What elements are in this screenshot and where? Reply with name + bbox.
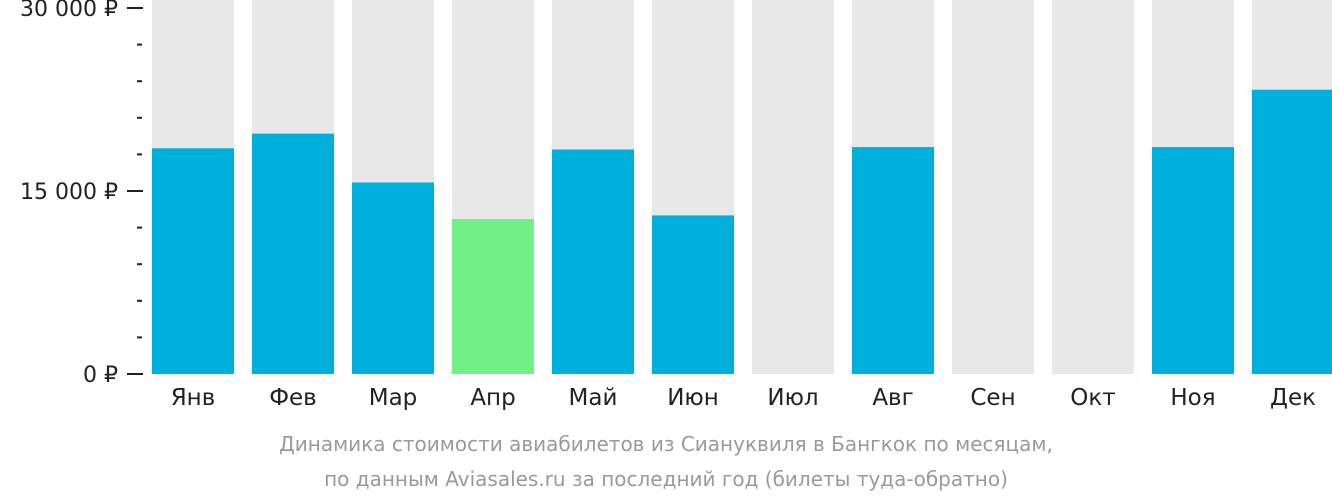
x-tick-label-1: Янв bbox=[171, 385, 216, 411]
x-tick-label-6: Июн bbox=[667, 385, 719, 411]
x-tick-label-5: Май bbox=[569, 385, 618, 411]
y-tick-label-1: 0 ₽ bbox=[83, 363, 118, 388]
bar-1 bbox=[152, 148, 234, 374]
chart-caption-line-2: по данным Aviasales.ru за последний год … bbox=[324, 467, 1008, 491]
bar-12 bbox=[1252, 89, 1332, 375]
bar-3 bbox=[352, 182, 434, 374]
bar-8 bbox=[852, 147, 934, 374]
bar-11 bbox=[1152, 147, 1234, 374]
x-tick-label-9: Сен bbox=[970, 385, 1015, 411]
x-tick-label-3: Мар bbox=[369, 385, 418, 411]
chart-caption-line-1: Динамика стоимости авиабилетов из Сианук… bbox=[279, 432, 1053, 456]
y-tick-label-2: 15 000 ₽ bbox=[20, 180, 118, 205]
x-tick-label-12: Дек bbox=[1270, 385, 1316, 411]
price-chart: Янв Фев Мар Апр Май Июн Июл Авг Сен Окт Ноя Дек 0 ₽ 1… bbox=[20, 0, 1332, 411]
bar-background-7 bbox=[752, 0, 834, 374]
bar-4 bbox=[452, 219, 534, 374]
x-tick-label-2: Фев bbox=[269, 385, 317, 411]
bar-6 bbox=[652, 215, 734, 374]
x-tick-label-10: Окт bbox=[1070, 385, 1115, 411]
bar-5 bbox=[552, 149, 634, 374]
x-tick-label-11: Ноя bbox=[1170, 385, 1215, 411]
x-tick-label-4: Апр bbox=[470, 385, 515, 411]
x-tick-label-8: Авг bbox=[872, 385, 913, 411]
x-tick-label-7: Июл bbox=[767, 385, 818, 411]
bar-background-9 bbox=[952, 0, 1034, 374]
bar-background-10 bbox=[1052, 0, 1134, 374]
bar-2 bbox=[252, 133, 334, 374]
y-tick-label-3: 30 000 ₽ bbox=[20, 0, 118, 22]
